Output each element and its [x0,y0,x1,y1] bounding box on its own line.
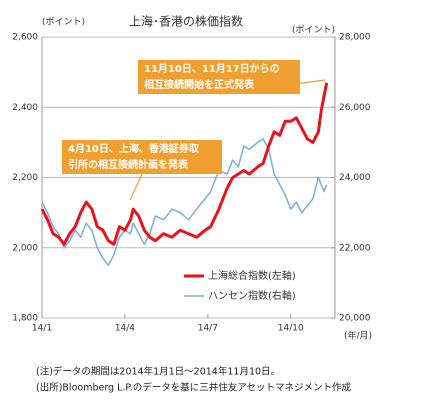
note: (注)データの期間は2014年1月1日～2014年11月10日。 [36,366,280,378]
annotation-text: 相互接続開始を正式発表 [144,78,255,91]
y2-tick-label: 20,000 [339,314,371,324]
y-tick-label: 2,000 [12,243,38,253]
chart-title: 上海･香港の株価指数 [129,14,243,29]
legend-label: ハンセン指数(右軸) [208,289,296,302]
y-tick-label: 2,400 [12,103,38,113]
x-tick-label: 14/10 [278,324,304,334]
note: (出所)Bloomberg L.P.のデータを基に三井住友アセットマネジメント作… [36,382,352,394]
series-line [41,138,328,267]
x-tick-label: 14/4 [115,324,135,334]
y2-tick-label: 28,000 [339,33,371,43]
y-axis-label: (ポイント) [42,17,85,28]
y-tick-label: 1,800 [12,314,38,324]
x-axis-label: (年/月) [344,330,372,342]
annotation-box [62,140,222,174]
legend-label: 上海総合指数(左軸) [208,269,296,282]
y2-tick-label: 26,000 [339,103,371,113]
y2-axis-label: (ポイント) [292,25,335,36]
annotation-text: 11月10日、11月17日からの [144,63,280,75]
legend-box [178,264,328,308]
y2-tick-label: 22,000 [339,243,371,253]
x-tick-label: 14/1 [32,324,52,334]
annotation-text: 4月10日、上海、香港証券取 [68,142,200,155]
y-tick-label: 2,600 [12,33,38,43]
x-tick-label: 14/7 [198,324,218,334]
y2-tick-label: 24,000 [339,173,371,183]
annotation-arrow [129,173,143,201]
annotation-box [138,60,300,94]
series-line [40,82,329,246]
y-tick-label: 2,200 [12,173,38,183]
annotation-text: 引所の相互接続計画を発表 [68,158,189,171]
